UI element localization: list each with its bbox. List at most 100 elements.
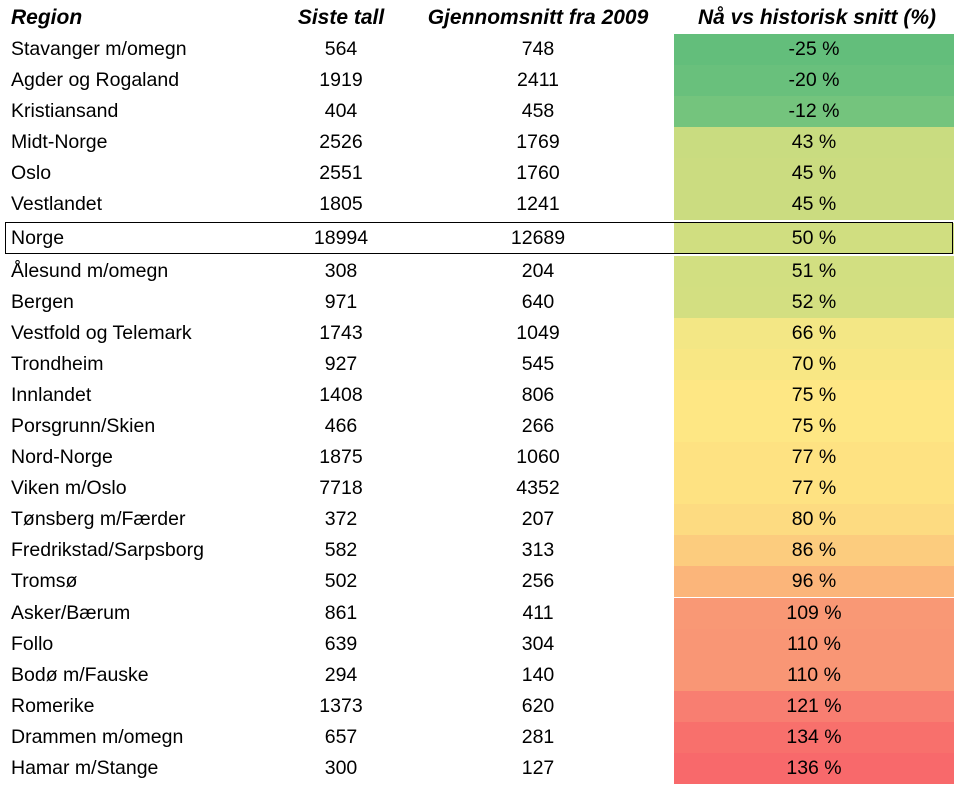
siste-tall-cell: 1373 — [319, 695, 363, 717]
table-row: Vestlandet 1805 1241 45 % — [0, 189, 960, 220]
siste-tall-cell: 639 — [324, 633, 358, 655]
region-cell: Innlandet — [11, 384, 92, 406]
gjennomsnitt-cell: 545 — [521, 353, 555, 375]
gjennomsnitt-cell: 204 — [521, 260, 555, 282]
table-row: Vestfold og Telemark 1743 1049 66 % — [0, 318, 960, 349]
table-row: Innlandet 1408 806 75 % — [0, 380, 960, 411]
table-row: Romerike 1373 620 121 % — [0, 691, 960, 722]
gjennomsnitt-cell: 266 — [521, 415, 555, 437]
percent-cell: 70 % — [674, 349, 954, 380]
region-cell: Romerike — [11, 695, 95, 717]
header-region: Region — [11, 5, 83, 29]
siste-tall-cell: 1408 — [319, 384, 363, 406]
table-row: Viken m/Oslo 7718 4352 77 % — [0, 473, 960, 504]
percent-cell: 45 % — [674, 189, 954, 220]
siste-tall-cell: 861 — [324, 602, 358, 624]
table-row: Hamar m/Stange 300 127 136 % — [0, 753, 960, 784]
siste-tall-cell: 582 — [324, 539, 358, 561]
header-siste-tall: Siste tall — [297, 5, 385, 29]
region-cell: Viken m/Oslo — [11, 477, 127, 499]
siste-tall-cell: 404 — [324, 100, 358, 122]
region-cell: Bodø m/Fauske — [11, 664, 149, 686]
gjennomsnitt-cell: 1769 — [516, 131, 560, 153]
percent-cell: 109 % — [674, 598, 954, 629]
region-cell: Agder og Rogaland — [11, 69, 180, 91]
siste-tall-cell: 308 — [324, 260, 358, 282]
table-row: Tromsø 502 256 96 % — [0, 566, 960, 597]
percent-cell: 110 % — [674, 660, 954, 691]
percent-cell: 66 % — [674, 318, 954, 349]
region-cell: Trondheim — [11, 353, 104, 375]
siste-tall-cell: 294 — [324, 664, 358, 686]
siste-tall-cell: 657 — [324, 726, 358, 748]
table-row: Oslo 2551 1760 45 % — [0, 158, 960, 189]
gjennomsnitt-cell: 140 — [521, 664, 555, 686]
table-row: Norge 18994 12689 50 % — [0, 223, 960, 254]
percent-cell: -20 % — [674, 65, 954, 96]
region-cell: Nord-Norge — [11, 446, 113, 468]
gjennomsnitt-cell: 640 — [521, 291, 555, 313]
gjennomsnitt-cell: 313 — [521, 539, 555, 561]
gjennomsnitt-cell: 411 — [522, 602, 554, 624]
gjennomsnitt-cell: 458 — [521, 100, 555, 122]
gjennomsnitt-cell: 2411 — [517, 69, 559, 91]
table-row: Porsgrunn/Skien 466 266 75 % — [0, 411, 960, 442]
region-cell: Oslo — [11, 162, 52, 184]
percent-cell: -12 % — [674, 96, 954, 127]
region-cell: Bergen — [11, 291, 74, 313]
siste-tall-cell: 466 — [324, 415, 358, 437]
siste-tall-cell: 971 — [324, 291, 358, 313]
siste-tall-cell: 1875 — [319, 446, 363, 468]
gjennomsnitt-cell: 1049 — [516, 322, 560, 344]
siste-tall-cell: 564 — [324, 38, 358, 60]
siste-tall-cell: 2551 — [319, 162, 363, 184]
region-cell: Tønsberg m/Færder — [11, 508, 186, 530]
table-row: Bergen 971 640 52 % — [0, 287, 960, 318]
gjennomsnitt-cell: 1760 — [516, 162, 560, 184]
region-cell: Follo — [11, 633, 54, 655]
table-row: Bodø m/Fauske 294 140 110 % — [0, 660, 960, 691]
table-row: Nord-Norge 1875 1060 77 % — [0, 442, 960, 473]
region-cell: Tromsø — [11, 570, 78, 592]
gjennomsnitt-cell: 748 — [521, 38, 555, 60]
percent-cell: 52 % — [674, 287, 954, 318]
gjennomsnitt-cell: 281 — [521, 726, 555, 748]
gjennomsnitt-cell: 1241 — [516, 193, 560, 215]
region-cell: Asker/Bærum — [11, 602, 131, 624]
percent-cell: 43 % — [674, 127, 954, 158]
gjennomsnitt-cell: 207 — [521, 508, 555, 530]
table-row: Tønsberg m/Færder 372 207 80 % — [0, 504, 960, 535]
gjennomsnitt-cell: 304 — [521, 633, 555, 655]
percent-cell: 80 % — [674, 504, 954, 535]
percent-cell: 51 % — [674, 256, 954, 287]
table-row: Drammen m/omegn 657 281 134 % — [0, 722, 960, 753]
percent-cell: 110 % — [674, 629, 954, 660]
siste-tall-cell: 1919 — [319, 69, 363, 91]
region-cell: Midt-Norge — [11, 131, 108, 153]
gjennomsnitt-cell: 4352 — [516, 477, 560, 499]
percent-cell: 77 % — [674, 473, 954, 504]
siste-tall-cell: 7718 — [319, 477, 363, 499]
percent-cell: 86 % — [674, 535, 954, 566]
siste-tall-cell: 927 — [324, 353, 358, 375]
region-cell: Hamar m/Stange — [11, 757, 159, 779]
percent-cell: 121 % — [674, 691, 954, 722]
region-cell: Vestlandet — [11, 193, 103, 215]
table-row: Agder og Rogaland 1919 2411 -20 % — [0, 65, 960, 96]
region-cell: Fredrikstad/Sarpsborg — [11, 539, 204, 561]
gjennomsnitt-cell: 1060 — [516, 446, 560, 468]
table-header: Region Siste tall Gjennomsnitt fra 2009 … — [0, 2, 960, 33]
percent-cell: -25 % — [674, 34, 954, 65]
percent-cell: 75 % — [674, 380, 954, 411]
percent-cell: 136 % — [674, 753, 954, 784]
region-cell: Ålesund m/omegn — [11, 260, 169, 282]
percent-cell: 45 % — [674, 158, 954, 189]
gjennomsnitt-cell: 806 — [521, 384, 555, 406]
percent-cell: 96 % — [674, 566, 954, 597]
percent-cell: 50 % — [674, 223, 954, 254]
gjennomsnitt-cell: 127 — [521, 757, 555, 779]
siste-tall-cell: 18994 — [313, 227, 369, 249]
table-row: Ålesund m/omegn 308 204 51 % — [0, 256, 960, 287]
region-cell: Drammen m/omegn — [11, 726, 184, 748]
table-row: Stavanger m/omegn 564 748 -25 % — [0, 34, 960, 65]
